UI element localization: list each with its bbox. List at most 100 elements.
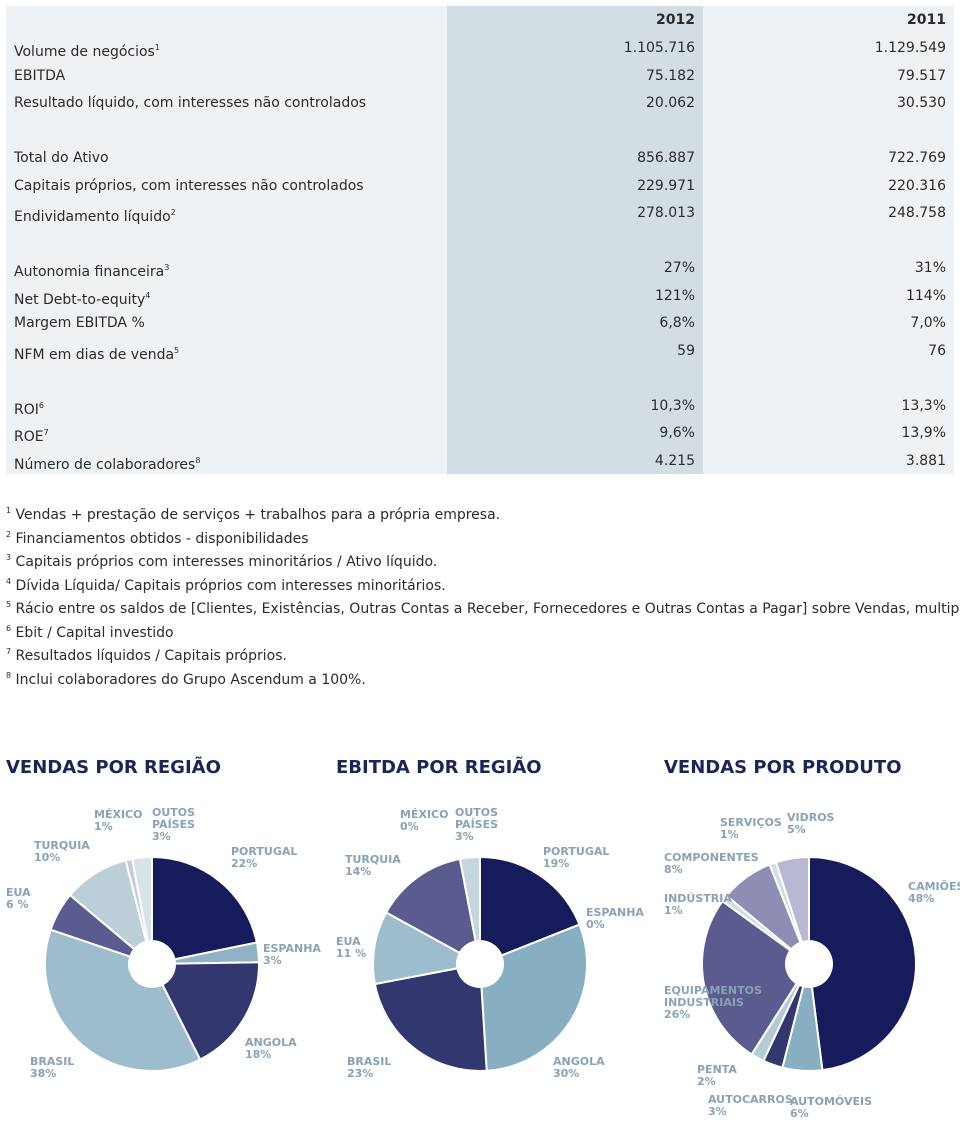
pie-slice [44, 928, 202, 1072]
slice-name: VIDROS [787, 811, 835, 824]
footnote-text: Vendas + prestação de serviços + trabalh… [11, 507, 501, 523]
pie-slice [384, 857, 482, 966]
slice-name: PORTUGAL [543, 845, 610, 858]
footnote-text: Financiamentos obtidos - disponibilidade… [11, 530, 309, 547]
footnote: 6 Ebit / Capital investido [6, 620, 174, 642]
slice-label: COMPONENTES 8% [664, 852, 759, 876]
row-label-text: EBITDA [14, 67, 66, 84]
slice-name: EUA [6, 886, 31, 899]
row-label: Capitais próprios, com interesses não co… [14, 177, 364, 195]
slice-name: OUTOS PAÍSES [152, 806, 196, 831]
slice-value: 1% [664, 904, 683, 917]
slice-name: TURQUIA [345, 853, 401, 866]
row-label: Resultado líquido, com interesses não co… [14, 94, 366, 112]
note-marker: 2 [170, 208, 176, 217]
note-marker: 1 [154, 43, 160, 52]
slice-label: ANGOLA 18% [245, 1037, 305, 1061]
cell-value: 75.182 [646, 67, 695, 84]
footnote: 5 Rácio entre os saldos de [Clientes, Ex… [6, 596, 960, 618]
cell-value: 27% [663, 260, 695, 276]
cell-value: 10,3% [650, 397, 695, 414]
note-marker: 7 [6, 647, 12, 656]
footnote: 4 Dívida Líquida/ Capitais próprios com … [6, 573, 446, 595]
cell-value: 30.530 [897, 95, 946, 111]
slice-label: OUTOS PAÍSES 3% [455, 807, 500, 843]
footnote-text: Capitais próprios com interesses minorit… [11, 554, 438, 570]
slice-name: PORTUGAL [231, 845, 298, 858]
cell-value: 114% [905, 287, 946, 304]
footnote: 1 Vendas + prestação de serviços + traba… [6, 502, 500, 524]
cell-value: 1.105.716 [623, 40, 695, 56]
slice-label: TURQUIA 14% [345, 854, 405, 878]
slice-label: MÉXICO 0% [400, 809, 450, 833]
note-marker: 4 [6, 576, 12, 586]
footnote-text: Resultados líquidos / Capitais próprios. [11, 648, 287, 664]
slice-label: BRASIL 38% [30, 1056, 90, 1080]
cell-value: 76 [928, 342, 946, 359]
row-label-text: Volume de negócios [14, 44, 155, 60]
cell-value: 4.215 [654, 452, 695, 469]
cell-value: 31% [914, 260, 946, 276]
row-label: Endividamento líquido2 [14, 204, 176, 226]
row-label-text: Número de colaboradores [14, 456, 196, 473]
note-marker: 7 [43, 428, 49, 437]
slice-value: 22% [231, 857, 258, 870]
row-label-text: Autonomia financeira [14, 264, 165, 280]
slice-label: AUTOMÓVEIS 6% [790, 1096, 872, 1120]
cell-value: 248.758 [888, 205, 946, 221]
slice-label: TURQUIA 10% [34, 840, 94, 864]
cell-value: 722.769 [888, 150, 946, 166]
slice-name: ESPANHA [263, 942, 321, 955]
note-marker: 5 [6, 600, 12, 609]
cell-value: 1.129.549 [874, 40, 946, 56]
slice-name: EQUIPAMENTOS INDUSTRIAIS [664, 984, 762, 1009]
pie-slice [151, 855, 259, 966]
slice-name: AUTOCARROS [708, 1093, 793, 1106]
pie-slice [701, 899, 811, 1056]
slice-name: CAMIÕES [908, 880, 960, 893]
pie-slice [150, 961, 260, 1061]
row-label-text: Resultado líquido, com interesses não co… [14, 95, 367, 111]
slice-label: PORTUGAL 19% [543, 846, 613, 870]
pie-slice [479, 855, 581, 966]
row-label: Autonomia financeira3 [14, 259, 169, 281]
note-marker: 6 [6, 623, 12, 633]
note-marker: 2 [6, 529, 12, 539]
slice-value: 3% [708, 1105, 727, 1118]
slice-label: ANGOLA 30% [553, 1056, 613, 1080]
pie-slice [130, 855, 153, 965]
row-label: Número de colaboradores8 [14, 452, 200, 474]
slice-label: ESPANHA 3% [263, 943, 333, 967]
slice-name: OUTOS PAÍSES [455, 806, 499, 831]
slice-name: BRASIL [30, 1055, 75, 1068]
cell-value: 59 [677, 342, 695, 359]
pie-slice [372, 911, 483, 986]
slice-label: INDÚSTRIA 1% [664, 893, 734, 917]
row-label-text: Margem EBITDA % [14, 315, 145, 331]
footnote-text: Rácio entre os saldos de [Clientes, Exis… [15, 601, 960, 617]
pie-hole [785, 940, 833, 988]
slice-name: PENTA [697, 1063, 737, 1076]
slice-label: EQUIPAMENTOS INDUSTRIAIS 26% [664, 984, 762, 1021]
column-header: 2012 [656, 12, 695, 28]
cell-value: 3.881 [905, 452, 946, 469]
footnote: 7 Resultados líquidos / Capitais próprio… [6, 643, 287, 665]
slice-label: OUTOS PAÍSES 3% [152, 807, 197, 843]
slice-label: BRASIL 23% [347, 1056, 407, 1080]
slice-name: ESPANHA [586, 906, 644, 919]
row-label-text: Endividamento líquido [14, 209, 171, 225]
note-marker: 5 [174, 345, 180, 355]
slice-value: 6 % [6, 898, 29, 911]
footnote: 2 Financiamentos obtidos - disponibilida… [6, 526, 309, 548]
pie-slice [478, 923, 588, 1072]
slice-name: INDÚSTRIA [664, 892, 732, 905]
cell-value: 6,8% [659, 315, 695, 331]
row-label: NFM em dias de venda5 [14, 342, 179, 364]
slice-value: 3% [455, 830, 474, 843]
note-marker: 6 [38, 400, 44, 410]
note-marker: 3 [164, 263, 170, 272]
slice-value: 19% [543, 857, 570, 870]
row-label: Net Debt-to-equity4 [14, 287, 150, 309]
